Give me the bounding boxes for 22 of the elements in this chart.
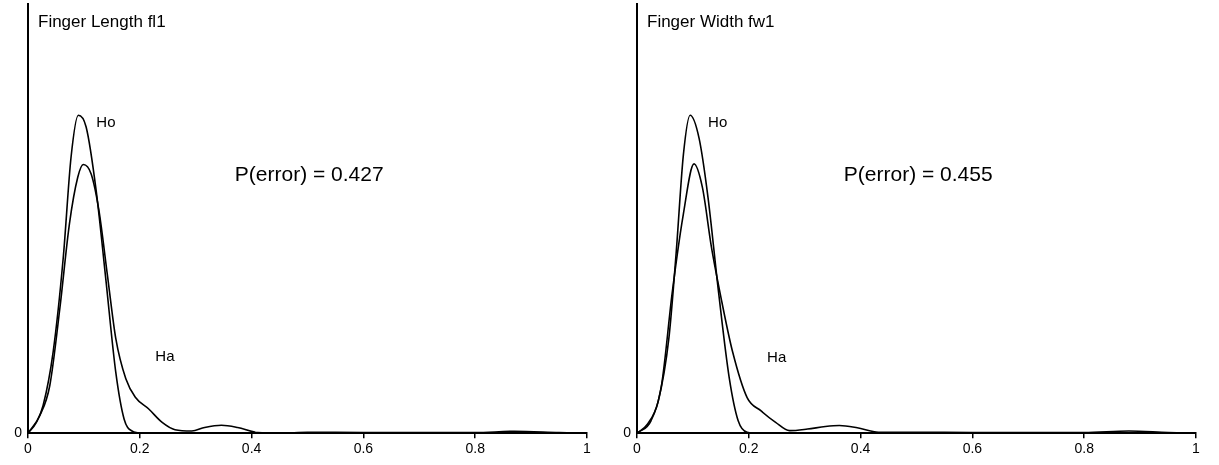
x-tick-label: 0: [633, 440, 642, 457]
series-label: Ho: [96, 113, 116, 131]
x-tick-label: 0.4: [241, 440, 262, 457]
series-label: Ha: [767, 347, 787, 365]
x-tick-label: 0.6: [962, 440, 983, 457]
annotation: P(error) = 0.427: [234, 162, 384, 186]
annotation: P(error) = 0.455: [843, 162, 993, 186]
text: Ha: [155, 347, 176, 365]
x-tick-label: 0.6: [353, 440, 374, 457]
x-tick-label: 0.2: [130, 440, 150, 457]
x-tick-label: 0.8: [1074, 440, 1095, 457]
x-tick-label: 0.8: [465, 440, 486, 457]
x-tick-label: 1: [1192, 440, 1201, 457]
annotation: 0: [14, 424, 23, 441]
series-label: Ho: [708, 113, 728, 131]
chart-title: Finger Width fw1: [647, 11, 775, 31]
x-tick-label: 0.2: [739, 440, 759, 457]
x-tick-label: 0: [24, 440, 33, 457]
chart-title: Finger Length fl1: [38, 11, 166, 31]
annotation: 0: [623, 424, 632, 441]
x-tick-label: 1: [583, 440, 592, 457]
x-tick-label: 0.4: [850, 440, 871, 457]
